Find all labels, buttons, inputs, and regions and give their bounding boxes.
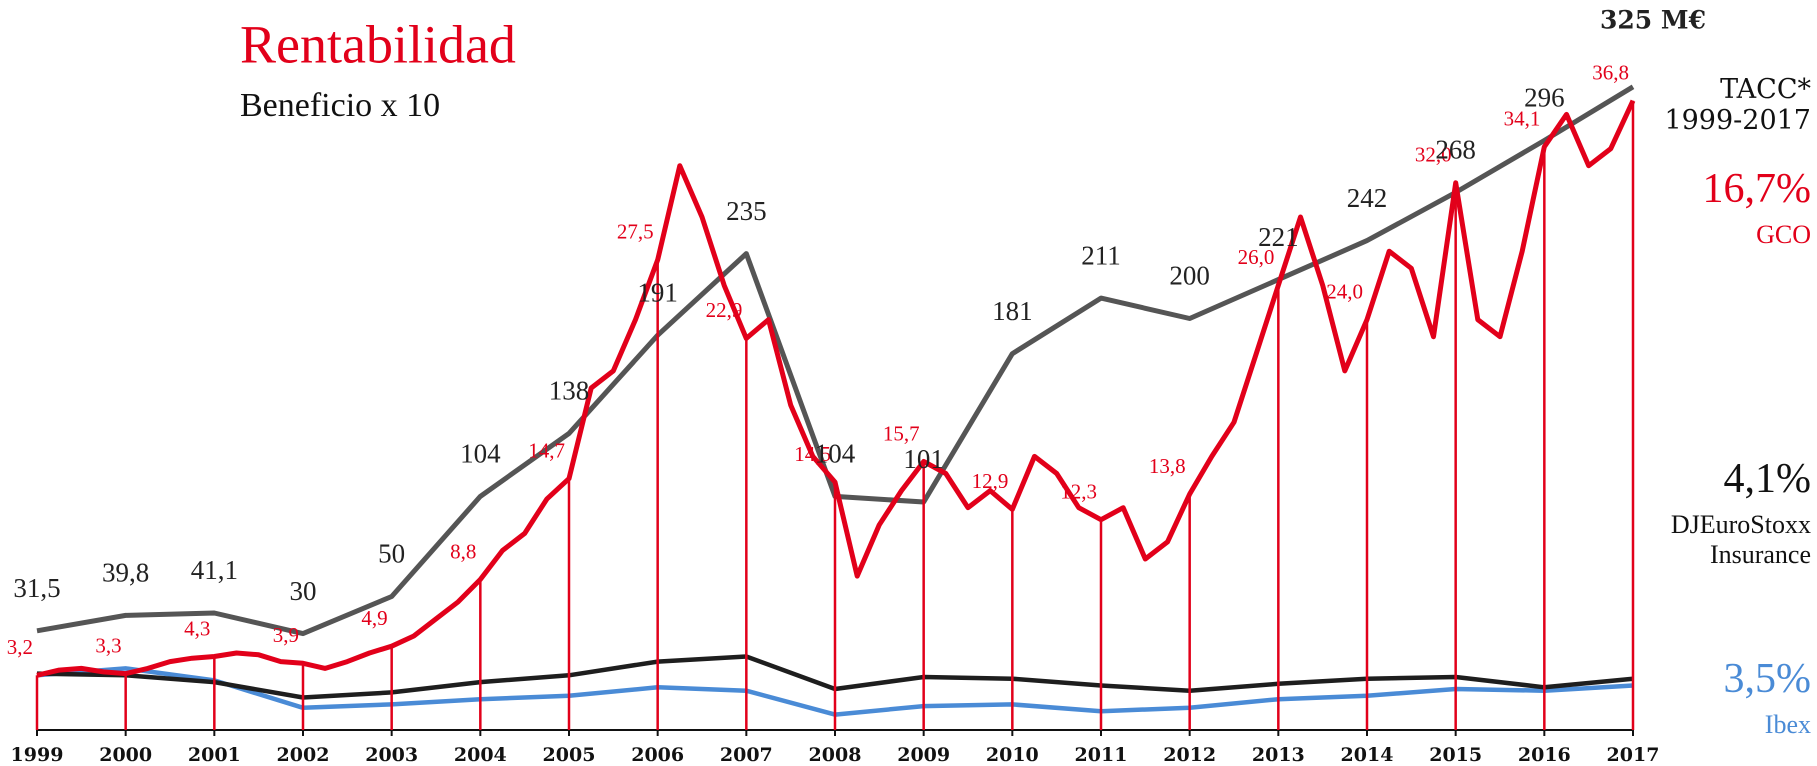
legend-name: GCO — [1756, 220, 1811, 249]
x-tick-label: 2015 — [1429, 744, 1482, 766]
value-label: 4,9 — [361, 606, 387, 630]
value-label: 39,8 — [102, 558, 149, 588]
legend-growth: 16,7% — [1702, 166, 1812, 212]
value-label: 14,5 — [794, 442, 831, 466]
x-tick-label: 2010 — [986, 744, 1039, 766]
value-label: 34,1 — [1504, 107, 1541, 131]
legend-name: DJEuroStoxx Insurance — [1670, 510, 1811, 569]
growth-title: TACC* 1999-2017 — [1664, 74, 1811, 137]
value-label: 104 — [815, 439, 856, 469]
x-tick-label: 2005 — [543, 744, 596, 766]
x-tick-label: 2003 — [365, 744, 418, 766]
x-tick-label: 2004 — [454, 744, 507, 766]
value-label: 104 — [460, 439, 501, 469]
x-tick-label: 1999 — [11, 744, 64, 766]
value-label: 325 M€ — [1600, 6, 1706, 35]
value-label: 31,5 — [13, 573, 60, 603]
value-label: 14,7 — [528, 438, 565, 462]
value-label: 15,7 — [883, 421, 920, 445]
value-label: 181 — [992, 296, 1033, 326]
value-label: 27,5 — [617, 220, 654, 244]
x-tick-label: 2011 — [1075, 744, 1128, 766]
value-label: 200 — [1169, 261, 1210, 291]
value-label: 211 — [1081, 240, 1121, 270]
x-tick-label: 2007 — [720, 744, 773, 766]
x-tick-label: 2013 — [1252, 744, 1305, 766]
value-label: 101 — [903, 444, 944, 474]
value-label: 12,9 — [972, 469, 1009, 493]
value-label: 24,0 — [1326, 279, 1363, 303]
x-tick-label: 2012 — [1163, 744, 1216, 766]
x-tick-label: 2009 — [897, 744, 950, 766]
value-label: 50 — [378, 539, 405, 569]
x-tick-label: 2000 — [99, 744, 152, 766]
value-label: 3,9 — [273, 623, 299, 647]
x-tick-label: 2016 — [1518, 744, 1571, 766]
chart-subtitle: Beneficio x 10 — [240, 87, 440, 124]
legend-growth: 4,1% — [1723, 456, 1812, 502]
x-tick-label: 2002 — [277, 744, 330, 766]
value-label: 13,8 — [1149, 454, 1186, 478]
value-label: 268 — [1435, 135, 1476, 165]
value-label: 3,2 — [7, 635, 33, 659]
value-label: 138 — [549, 376, 590, 406]
legend-name: Ibex — [1764, 710, 1811, 739]
value-label: 3,3 — [95, 633, 121, 657]
x-tick-label: 2008 — [809, 744, 862, 766]
value-label: 8,8 — [450, 539, 476, 563]
value-label: 41,1 — [191, 555, 238, 585]
value-label: 32,0 — [1415, 143, 1452, 167]
x-tick-label: 2017 — [1607, 744, 1660, 766]
value-label: 30 — [290, 576, 317, 606]
value-label: 242 — [1347, 183, 1388, 213]
x-tick-label: 2014 — [1341, 744, 1394, 766]
value-label: 191 — [637, 277, 678, 307]
chart-title: Rentabilidad — [240, 14, 516, 74]
legend-growth: 3,5% — [1723, 656, 1812, 702]
value-label: 36,8 — [1592, 61, 1629, 85]
value-label: 296 — [1524, 83, 1565, 113]
value-label: 221 — [1258, 222, 1299, 252]
value-label: 12,3 — [1060, 479, 1097, 503]
x-tick-label: 2001 — [188, 744, 241, 766]
value-label: 4,3 — [184, 616, 210, 640]
series-line — [36, 99, 1636, 678]
value-label: 22,9 — [706, 298, 743, 322]
x-tick-label: 2006 — [631, 744, 684, 766]
value-label: 235 — [726, 196, 767, 226]
value-label: 26,0 — [1238, 245, 1275, 269]
